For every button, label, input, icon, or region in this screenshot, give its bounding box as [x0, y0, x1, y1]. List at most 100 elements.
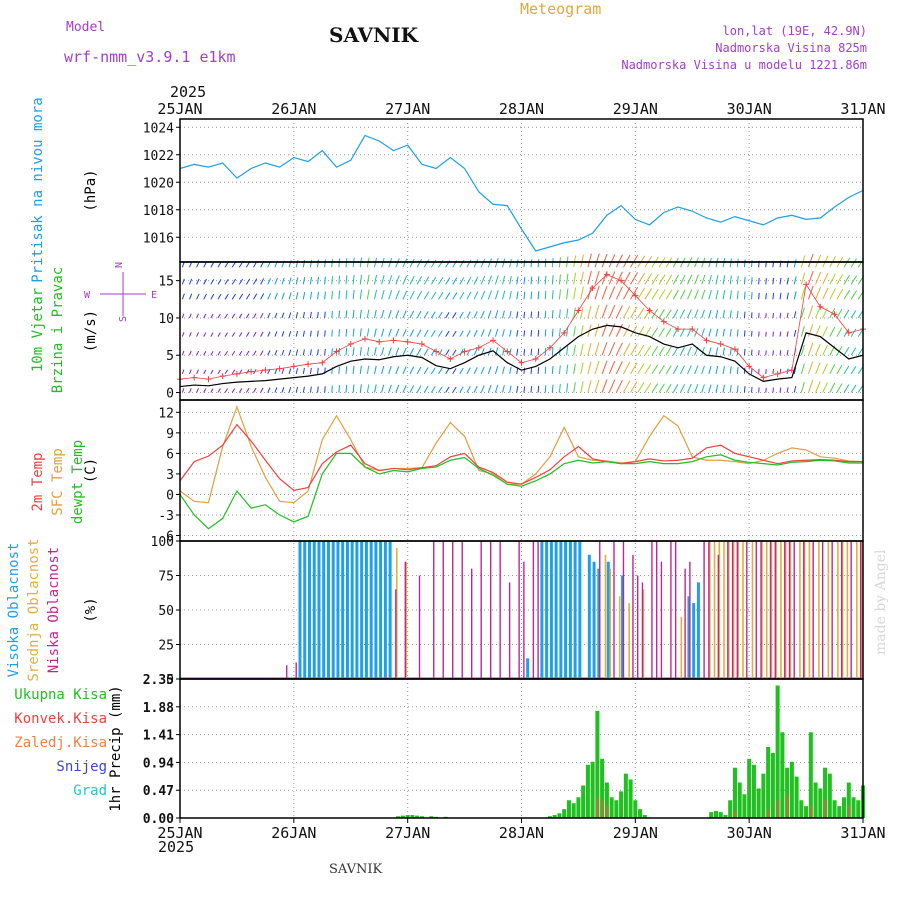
wind-arrow [580, 286, 584, 300]
wind-arrow [231, 332, 236, 337]
wind-arrow [224, 369, 229, 375]
wind-arrow [651, 273, 659, 285]
wind-arrow [423, 367, 429, 375]
wind-arrow [409, 258, 415, 268]
wind-arrow [722, 275, 726, 285]
precip-bar [410, 815, 415, 818]
wind-arrow [523, 291, 526, 300]
wind-arrow [366, 346, 370, 356]
wind-arrow [836, 274, 844, 285]
precip-bar [728, 800, 733, 818]
wind-arrow [601, 253, 608, 268]
wind-arrow [338, 329, 340, 337]
wind-arrow [758, 292, 760, 300]
wind-arrow [345, 384, 348, 393]
wind-arrow [843, 309, 850, 319]
wind-arrow [345, 310, 348, 318]
wind-arrow [530, 367, 533, 374]
precip-bar [562, 809, 567, 818]
wind-arrow [260, 387, 264, 393]
precip-bar [856, 800, 861, 818]
wind-arrow [203, 388, 207, 393]
wind-arrow [580, 306, 584, 319]
wind-arrow [644, 382, 652, 393]
wind-arrow [181, 293, 185, 300]
wind-arrow [608, 304, 616, 319]
wind-arrow [807, 270, 814, 285]
precip-bar [557, 813, 562, 818]
wind-arrow [587, 305, 592, 319]
wind-arrow [324, 291, 326, 300]
wind-arrow [793, 276, 797, 285]
wind-arrow [608, 286, 616, 300]
convective-bar [847, 806, 850, 818]
wind-arrow [708, 384, 712, 393]
wind-arrow [203, 293, 207, 300]
y-tick-label: 10 [158, 312, 174, 327]
wind-arrow [295, 277, 299, 285]
precip-bar [633, 800, 638, 818]
wind-arrow [523, 386, 526, 393]
wind-arrow [373, 309, 377, 319]
wind-arrow [288, 349, 292, 356]
wind-arrow [302, 312, 305, 319]
y-tick-label: 0 [166, 387, 174, 402]
wind-arrow [551, 310, 554, 318]
wind-arrow [701, 289, 706, 300]
wind-arrow [473, 348, 478, 356]
wind-arrow [687, 289, 693, 300]
wind-arrow [850, 384, 857, 393]
wind-arrow [687, 346, 692, 356]
wind-arrow [608, 379, 616, 393]
wind-arrow [395, 275, 400, 285]
wind-arrow [793, 329, 797, 337]
wind-arrow [302, 291, 306, 300]
wind-arrow [800, 307, 805, 319]
wind-title-1: Brzina i Pravac [50, 267, 66, 393]
wind-arrow [523, 276, 526, 285]
wind-arrow [423, 291, 430, 300]
wind-arrow [238, 350, 243, 356]
wind-arrow [779, 292, 782, 300]
wind-arrow [516, 291, 519, 300]
wind-arrow [743, 276, 746, 285]
wind-arrow [843, 289, 851, 300]
wind-arrow [772, 368, 774, 374]
wind-arrow [800, 287, 806, 300]
wind-arrow [573, 363, 576, 374]
wind-arrow [630, 306, 638, 319]
wind-arrow [573, 326, 576, 337]
wind-arrow [388, 328, 392, 337]
wind-arrow [381, 384, 385, 393]
wind-arrow [601, 379, 608, 393]
precip-bar [571, 803, 576, 818]
wind-arrow [245, 350, 250, 356]
wind-arrow [822, 307, 828, 319]
wind-arrow [587, 253, 592, 268]
y-tick-label: 0 [166, 673, 174, 688]
temp-title-0: 2m Temp [30, 452, 46, 511]
wind-arrow [288, 368, 292, 375]
unit-label-precip: 1hr Precip (mm) [108, 685, 124, 811]
wind-arrow [558, 365, 561, 374]
wind-arrow [509, 258, 512, 268]
wind-arrow [366, 309, 370, 319]
wind-arrow [438, 349, 443, 356]
wind-arrow [274, 312, 278, 319]
wind-arrow [743, 311, 746, 318]
wind-arrow [430, 386, 436, 393]
wind-arrow [452, 292, 458, 300]
wind-arrow [288, 386, 292, 393]
wind-arrow [217, 293, 222, 300]
wind-arrow [615, 342, 623, 356]
wind-arrow [338, 385, 340, 393]
wind-arrow [438, 277, 444, 285]
wind-arrow [623, 380, 631, 393]
wind-arrow [480, 275, 486, 285]
wind-arrow [445, 386, 450, 393]
precip-bar [619, 791, 624, 818]
y-tick-label: 1016 [143, 231, 174, 246]
wind-arrow [196, 313, 200, 319]
wind-arrow [324, 348, 326, 356]
wind-arrow [253, 350, 257, 356]
